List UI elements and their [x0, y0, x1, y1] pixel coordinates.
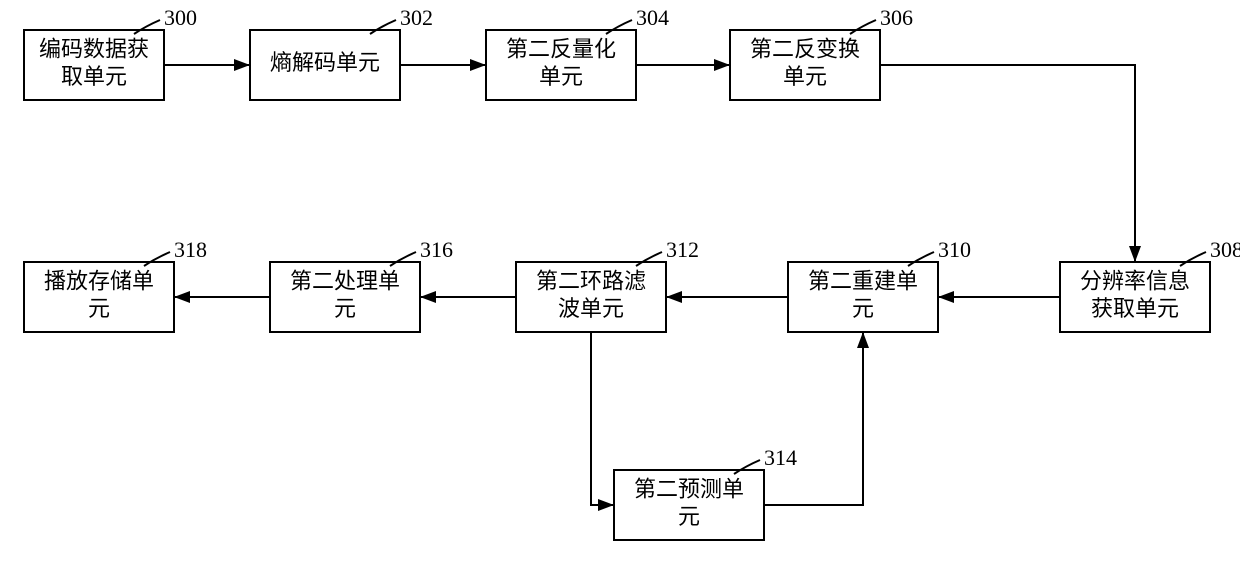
node-314-label-line-0: 第二预测单 — [634, 476, 744, 501]
node-318-ref: 318 — [174, 237, 207, 262]
node-306: 第二反变换单元 306 — [730, 5, 913, 100]
node-302-label-line-0: 熵解码单元 — [270, 50, 380, 75]
node-310: 第二重建单元 310 — [788, 237, 971, 332]
node-312-label-line-1: 波单元 — [558, 296, 624, 321]
node-308: 分辨率信息获取单元 308 — [1060, 237, 1240, 332]
node-308-ref: 308 — [1210, 237, 1240, 262]
node-310-label-line-1: 元 — [852, 296, 874, 321]
node-312: 第二环路滤波单元 312 — [516, 237, 699, 332]
node-300: 编码数据获取单元 300 — [24, 5, 197, 100]
node-310-ref: 310 — [938, 237, 971, 262]
node-308-label-line-0: 分辨率信息 — [1080, 268, 1190, 293]
edge-8 — [591, 332, 614, 505]
node-316-label-line-1: 元 — [334, 296, 356, 321]
node-314-ref: 314 — [764, 445, 797, 470]
node-304: 第二反量化单元 304 — [486, 5, 669, 100]
node-304-label-line-1: 单元 — [539, 64, 583, 89]
node-310-label-line-0: 第二重建单 — [808, 268, 918, 293]
node-306-label-line-1: 单元 — [783, 64, 827, 89]
node-316: 第二处理单元 316 — [270, 237, 453, 332]
node-304-ref: 304 — [636, 5, 669, 30]
node-306-label-line-0: 第二反变换 — [750, 36, 860, 61]
node-308-label-line-1: 获取单元 — [1091, 296, 1179, 321]
node-302-ref: 302 — [400, 5, 433, 30]
node-302: 熵解码单元 302 — [250, 5, 433, 100]
node-300-ref: 300 — [164, 5, 197, 30]
node-300-label-line-1: 取单元 — [61, 64, 127, 89]
node-304-label-line-0: 第二反量化 — [506, 36, 616, 61]
edge-3 — [880, 65, 1135, 262]
node-316-ref: 316 — [420, 237, 453, 262]
node-318: 播放存储单元 318 — [24, 237, 207, 332]
node-318-label-line-0: 播放存储单 — [44, 268, 154, 293]
node-312-ref: 312 — [666, 237, 699, 262]
node-306-ref: 306 — [880, 5, 913, 30]
node-314-label-line-1: 元 — [678, 504, 700, 529]
node-300-label-line-0: 编码数据获 — [39, 36, 149, 61]
node-314: 第二预测单元 314 — [614, 445, 797, 540]
edge-9 — [764, 332, 863, 505]
node-316-label-line-0: 第二处理单 — [290, 268, 400, 293]
node-312-label-line-0: 第二环路滤 — [536, 268, 646, 293]
node-318-label-line-1: 元 — [88, 296, 110, 321]
